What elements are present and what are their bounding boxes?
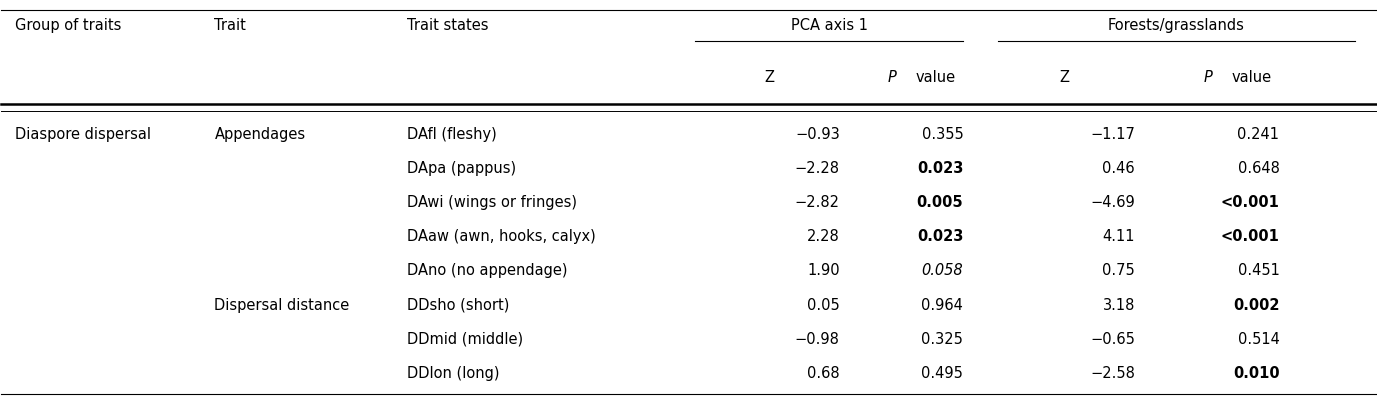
Text: 0.514: 0.514 [1238,332,1279,347]
Text: PCA axis 1: PCA axis 1 [790,18,868,33]
Text: −4.69: −4.69 [1091,195,1135,210]
Text: DAfl (fleshy): DAfl (fleshy) [406,126,497,142]
Text: 0.451: 0.451 [1238,263,1279,278]
Text: Z: Z [764,70,774,85]
Text: −2.28: −2.28 [795,161,840,176]
Text: −2.82: −2.82 [795,195,840,210]
Text: DDlon (long): DDlon (long) [406,366,500,381]
Text: Trait: Trait [215,18,246,33]
Text: DDsho (short): DDsho (short) [406,298,509,312]
Text: P: P [888,70,896,85]
Text: Trait states: Trait states [406,18,489,33]
Text: DAaw (awn, hooks, calyx): DAaw (awn, hooks, calyx) [406,229,595,244]
Text: 0.355: 0.355 [921,126,964,142]
Text: 0.023: 0.023 [917,229,964,244]
Text: 2.28: 2.28 [807,229,840,244]
Text: 4.11: 4.11 [1103,229,1135,244]
Text: 0.05: 0.05 [807,298,840,312]
Text: 0.75: 0.75 [1103,263,1135,278]
Text: 0.325: 0.325 [921,332,964,347]
Text: 0.023: 0.023 [917,161,964,176]
Text: value: value [1231,70,1271,85]
Text: DDmid (middle): DDmid (middle) [406,332,523,347]
Text: 0.002: 0.002 [1232,298,1279,312]
Text: 0.241: 0.241 [1238,126,1279,142]
Text: Forests/grasslands: Forests/grasslands [1108,18,1245,33]
Text: −1.17: −1.17 [1091,126,1135,142]
Text: −0.98: −0.98 [795,332,840,347]
Text: 0.964: 0.964 [921,298,964,312]
Text: −0.93: −0.93 [795,126,840,142]
Text: <0.001: <0.001 [1220,229,1279,244]
Text: 0.058: 0.058 [921,263,964,278]
Text: Diaspore dispersal: Diaspore dispersal [15,126,151,142]
Text: 3.18: 3.18 [1103,298,1135,312]
Text: 0.68: 0.68 [807,366,840,381]
Text: 0.46: 0.46 [1103,161,1135,176]
Text: 0.005: 0.005 [917,195,964,210]
Text: DAno (no appendage): DAno (no appendage) [406,263,567,278]
Text: 0.010: 0.010 [1232,366,1279,381]
Text: Group of traits: Group of traits [15,18,121,33]
Text: DApa (pappus): DApa (pappus) [406,161,516,176]
Text: 0.648: 0.648 [1238,161,1279,176]
Text: value: value [916,70,956,85]
Text: 1.90: 1.90 [807,263,840,278]
Text: −0.65: −0.65 [1091,332,1135,347]
Text: Appendages: Appendages [215,126,306,142]
Text: Z: Z [1059,70,1070,85]
Text: Dispersal distance: Dispersal distance [215,298,350,312]
Text: P: P [1203,70,1213,85]
Text: −2.58: −2.58 [1091,366,1135,381]
Text: DAwi (wings or fringes): DAwi (wings or fringes) [406,195,577,210]
Text: 0.495: 0.495 [921,366,964,381]
Text: <0.001: <0.001 [1220,195,1279,210]
